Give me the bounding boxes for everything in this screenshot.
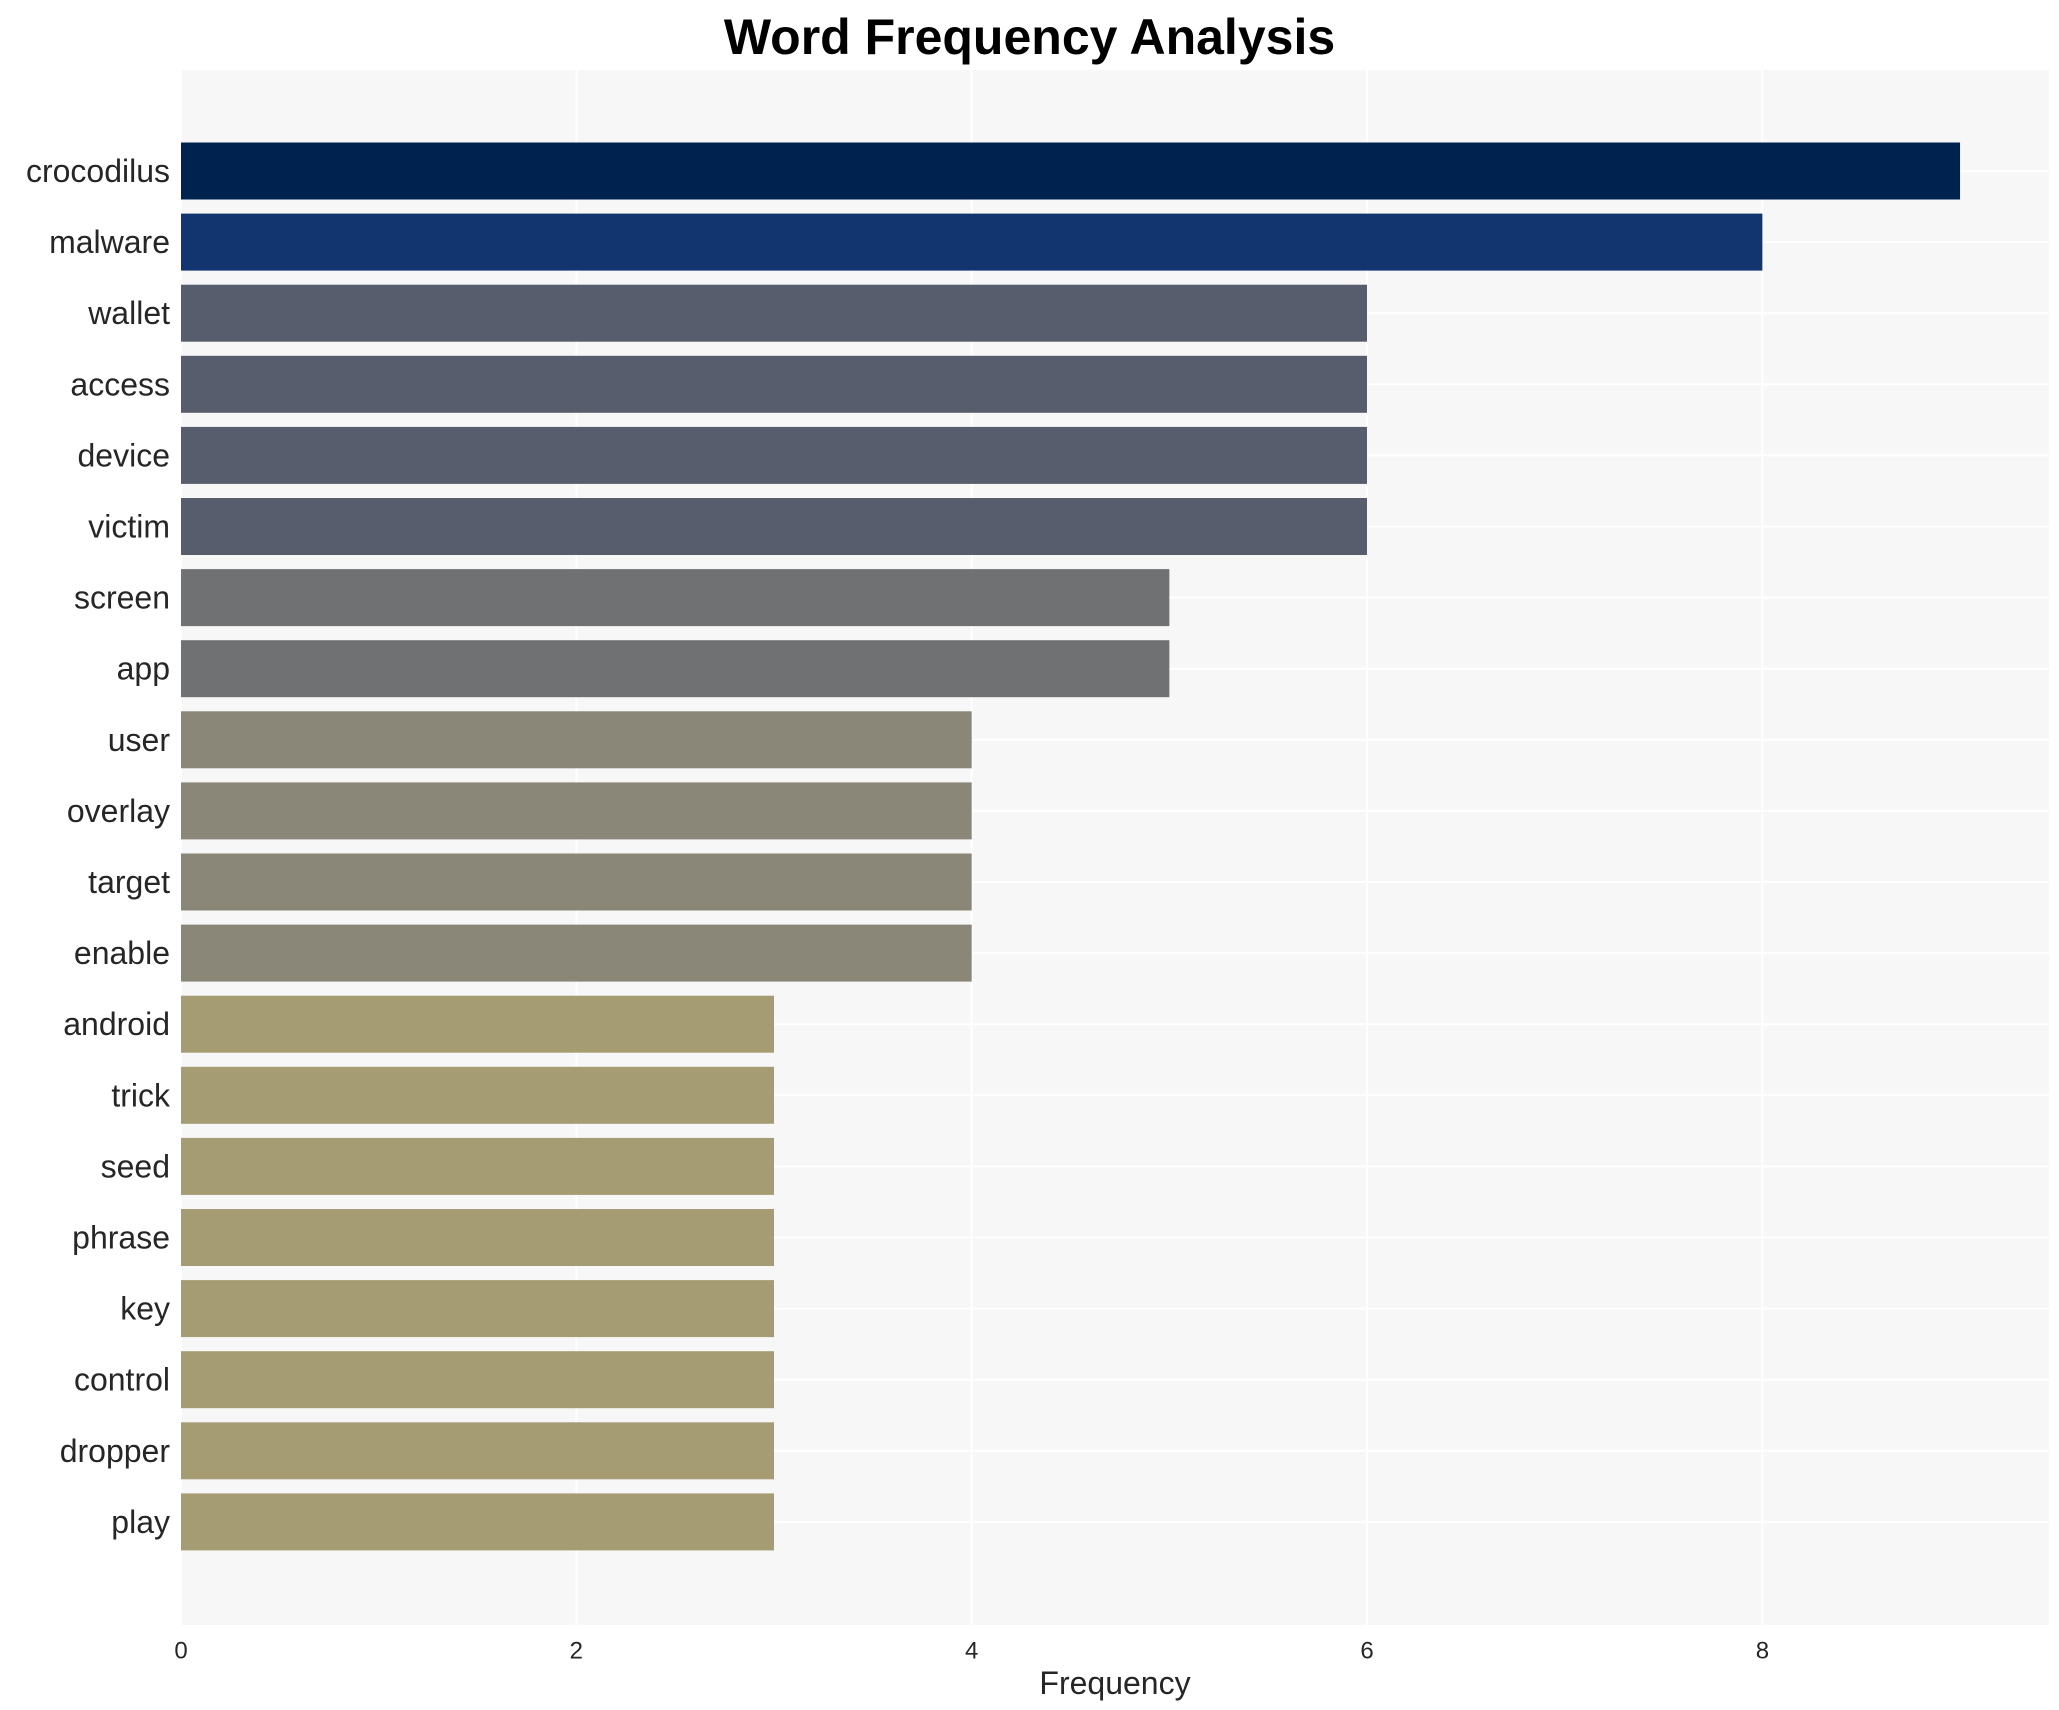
category-label-malware: malware <box>49 224 170 260</box>
category-label-target: target <box>88 864 170 900</box>
bar-key <box>181 1280 775 1338</box>
bar-app <box>181 640 1170 698</box>
bar-overlay <box>181 782 972 840</box>
bar-access <box>181 355 1368 413</box>
bars <box>181 142 1961 1551</box>
category-label-device: device <box>78 437 171 473</box>
bar-android <box>181 995 775 1053</box>
bar-control <box>181 1351 775 1409</box>
bar-target <box>181 853 972 911</box>
category-label-user: user <box>108 722 171 758</box>
category-label-access: access <box>70 366 170 402</box>
category-label-phrase: phrase <box>72 1220 170 1256</box>
category-label-screen: screen <box>74 580 170 616</box>
category-label-control: control <box>74 1362 170 1398</box>
category-label-wallet: wallet <box>87 295 170 331</box>
bar-crocodilus <box>181 142 1961 200</box>
x-tick-labels: 0 2 4 6 8 <box>174 1638 1769 1665</box>
x-axis-title: Frequency <box>1039 1665 1190 1701</box>
bar-victim <box>181 498 1368 555</box>
x-tick-label: 2 <box>570 1638 583 1665</box>
bar-phrase <box>181 1209 775 1266</box>
category-label-seed: seed <box>101 1148 170 1184</box>
bar-trick <box>181 1066 775 1124</box>
bar-wallet <box>181 284 1368 342</box>
category-label-key: key <box>120 1291 170 1327</box>
category-labels: crocodilus malware wallet access device victi… <box>26 153 171 1540</box>
bar-user <box>181 711 972 769</box>
x-tick-label: 0 <box>174 1638 187 1665</box>
bar-seed <box>181 1137 775 1195</box>
category-label-overlay: overlay <box>67 793 170 829</box>
bar-play <box>181 1493 775 1551</box>
category-label-app: app <box>117 651 170 687</box>
category-label-enable: enable <box>74 935 170 971</box>
x-tick-label: 6 <box>1360 1638 1373 1665</box>
category-label-dropper: dropper <box>60 1433 171 1469</box>
category-label-android: android <box>63 1006 170 1042</box>
category-label-trick: trick <box>111 1077 171 1113</box>
bar-screen <box>181 569 1170 627</box>
x-tick-label: 4 <box>965 1638 978 1665</box>
bar-device <box>181 426 1368 484</box>
bar-enable <box>181 924 972 982</box>
bar-malware <box>181 213 1763 271</box>
category-label-crocodilus: crocodilus <box>26 153 170 189</box>
x-tick-label: 8 <box>1756 1638 1769 1665</box>
category-label-victim: victim <box>88 509 170 545</box>
bar-dropper <box>181 1422 775 1480</box>
category-label-play: play <box>111 1504 170 1540</box>
chart-title: Word Frequency Analysis <box>723 9 1336 65</box>
